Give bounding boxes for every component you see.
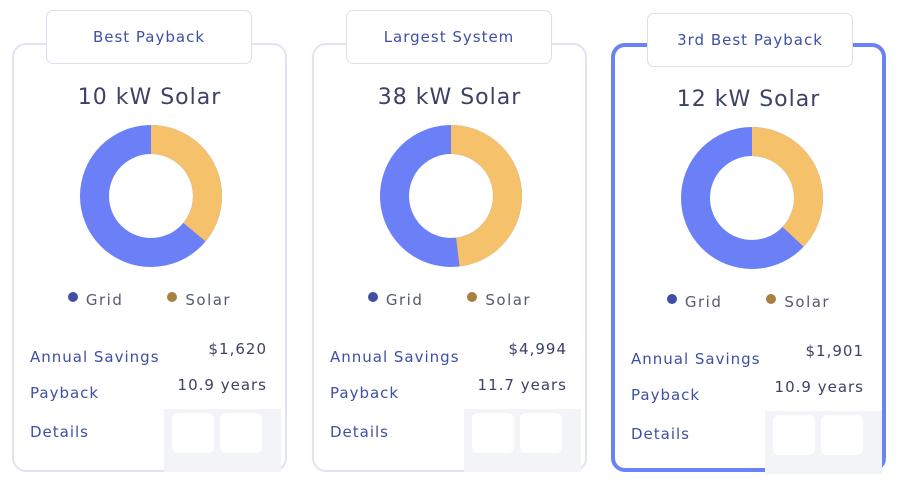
legend-grid: Grid	[67, 291, 124, 309]
legend-grid: Grid	[367, 291, 424, 309]
details-thumb-1[interactable]	[172, 413, 214, 453]
card-tag: 3rd Best Payback	[647, 13, 853, 67]
details-thumbnails	[164, 409, 281, 472]
system-title: 12 kW Solar	[676, 87, 821, 112]
legend-solar-label: Solar	[784, 293, 831, 311]
grid-dot-icon	[67, 292, 78, 302]
grid-dot-icon	[666, 294, 677, 304]
legend-solar: Solar	[167, 291, 231, 309]
legend-solar-label: Solar	[485, 291, 532, 309]
savings-label: Annual Savings	[30, 348, 160, 366]
legend-grid-label: Grid	[385, 291, 424, 309]
payback-value: 10.9 years	[177, 376, 267, 394]
solar-dot-icon	[167, 292, 178, 302]
system-title: 10 kW Solar	[77, 85, 222, 110]
legend-grid-label: Grid	[684, 293, 723, 311]
savings-label: Annual Savings	[330, 348, 460, 366]
solar-dot-icon	[766, 294, 777, 304]
legend-grid: Grid	[666, 293, 723, 311]
legend: Grid Solar	[14, 291, 285, 309]
option-card[interactable]: 12 kW Solar Grid Solar Annual Savings $1,…	[611, 43, 886, 474]
payback-label: Payback	[330, 384, 400, 402]
savings-value: $1,620	[208, 340, 267, 358]
details-thumbnails	[765, 411, 882, 474]
payback-label: Payback	[30, 384, 100, 402]
legend: Grid Solar	[314, 291, 585, 309]
legend-solar-label: Solar	[185, 291, 232, 309]
legend-grid-label: Grid	[85, 291, 124, 309]
solar-dot-icon	[467, 292, 478, 302]
details-thumbnails	[464, 409, 581, 472]
details-thumb-2[interactable]	[821, 415, 863, 455]
details-thumb-2[interactable]	[520, 413, 562, 453]
details-label: Details	[631, 425, 691, 443]
donut-chart	[380, 125, 522, 267]
donut-chart	[80, 125, 222, 267]
details-thumb-2[interactable]	[220, 413, 262, 453]
details-label: Details	[30, 423, 90, 441]
system-title: 38 kW Solar	[377, 85, 522, 110]
card-tag: Largest System	[346, 10, 552, 64]
savings-label: Annual Savings	[631, 350, 761, 368]
details-label: Details	[330, 423, 390, 441]
donut-chart	[681, 127, 823, 269]
solar-segment	[80, 125, 222, 267]
legend-solar: Solar	[467, 291, 531, 309]
solar-segment	[380, 125, 522, 267]
legend-solar: Solar	[766, 293, 830, 311]
payback-value: 10.9 years	[774, 378, 864, 396]
option-card[interactable]: 10 kW Solar Grid Solar Annual Savings $1,…	[12, 43, 287, 472]
payback-label: Payback	[631, 386, 701, 404]
savings-value: $1,901	[805, 342, 864, 360]
option-card[interactable]: 38 kW Solar Grid Solar Annual Savings $4,…	[312, 43, 587, 472]
solar-segment	[681, 127, 823, 269]
grid-dot-icon	[367, 292, 378, 302]
card-tag: Best Payback	[46, 10, 252, 64]
savings-value: $4,994	[508, 340, 567, 358]
details-thumb-1[interactable]	[472, 413, 514, 453]
payback-value: 11.7 years	[477, 376, 567, 394]
legend: Grid Solar	[615, 293, 882, 311]
details-thumb-1[interactable]	[773, 415, 815, 455]
